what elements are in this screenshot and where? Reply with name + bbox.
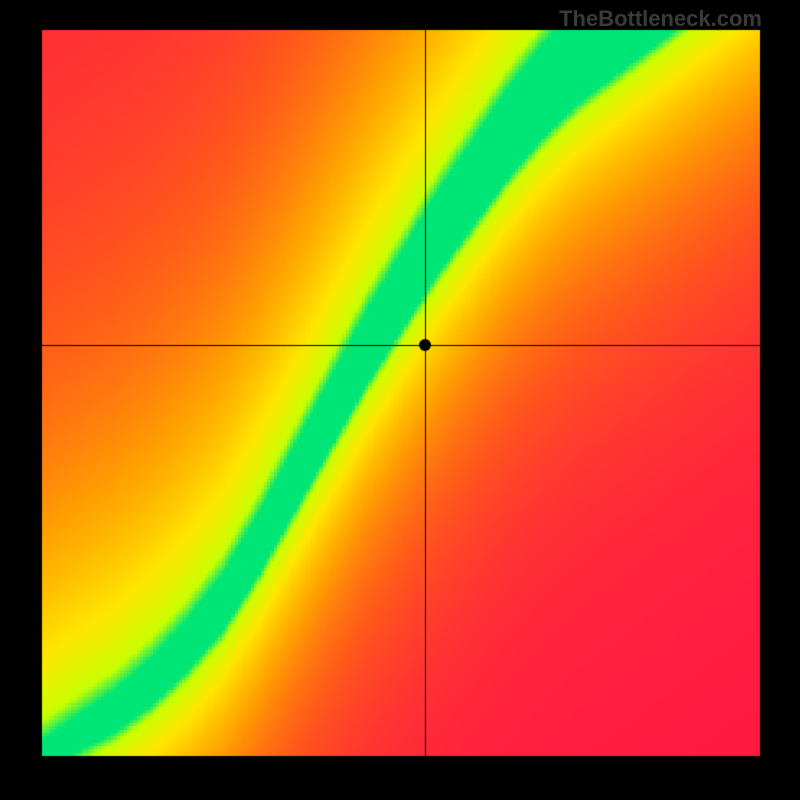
chart-stage: TheBottleneck.com bbox=[0, 0, 800, 800]
heatmap-canvas bbox=[0, 0, 800, 800]
watermark-text: TheBottleneck.com bbox=[559, 6, 762, 32]
